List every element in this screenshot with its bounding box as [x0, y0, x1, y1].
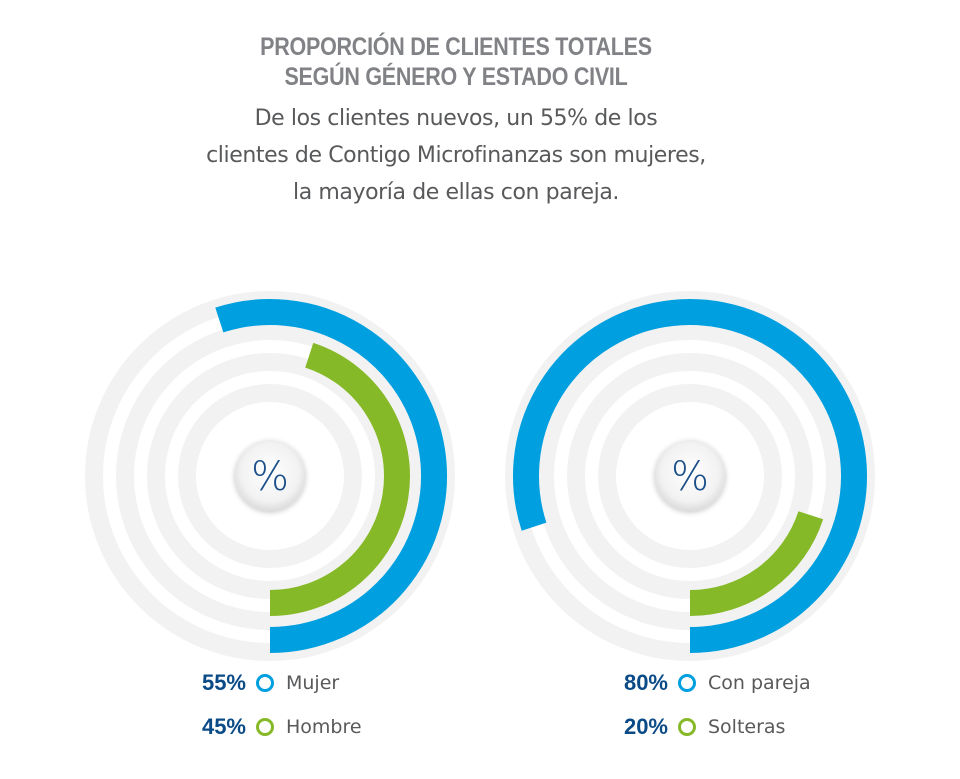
green-ring-marker-icon: [256, 718, 274, 736]
legend-item-hombre: 45% Hombre: [190, 712, 362, 742]
radial-bar-hombre: [269, 342, 410, 616]
title-line-2: SEGÚN GÉNERO Y ESTADO CIVIL: [284, 63, 628, 91]
radial-bar-con-pareja: [513, 299, 867, 653]
legend-label: Solteras: [708, 716, 786, 738]
legend-value: 80%: [623, 670, 668, 695]
legend-label: Mujer: [286, 672, 340, 694]
background-track-ring: [536, 322, 844, 630]
legend-value: 55%: [201, 670, 246, 695]
chart-subtitle: De los clientes nuevos, un 55% de los cl…: [0, 100, 912, 211]
center-disc: [235, 441, 305, 511]
subtitle-line-1: De los clientes nuevos, un 55% de los: [254, 106, 658, 131]
subtitle-line-2: clientes de Contigo Microfinanzas son mu…: [206, 143, 706, 168]
radial-bar-solteras: [689, 510, 824, 616]
legend-item-mujer: 55% Mujer: [190, 668, 339, 698]
blue-ring-marker-icon: [256, 674, 274, 692]
legend-label: Con pareja: [708, 672, 811, 694]
legend-label: Hombre: [286, 716, 362, 738]
title-line-1: PROPORCIÓN DE CLIENTES TOTALES: [260, 33, 652, 61]
background-track-ring: [116, 322, 424, 630]
gender-radial-chart: %: [85, 291, 455, 661]
legend-value: 20%: [623, 714, 668, 739]
legend-item-con-pareja: 80% Con pareja: [612, 668, 811, 698]
marital-status-radial-chart: %: [505, 291, 875, 661]
percent-icon: %: [251, 454, 289, 500]
blue-ring-marker-icon: [678, 674, 696, 692]
legend-item-solteras: 20% Solteras: [612, 712, 786, 742]
subtitle-line-3: la mayoría de ellas con pareja.: [292, 180, 620, 205]
background-track-ring: [598, 384, 782, 568]
radial-bar-mujer: [215, 299, 447, 653]
green-ring-marker-icon: [678, 718, 696, 736]
center-disc: [655, 441, 725, 511]
legend-value: 45%: [201, 714, 246, 739]
percent-icon: %: [671, 454, 709, 500]
chart-title: PROPORCIÓN DE CLIENTES TOTALES SEGÚN GÉN…: [64, 32, 848, 92]
background-track-ring: [178, 384, 362, 568]
